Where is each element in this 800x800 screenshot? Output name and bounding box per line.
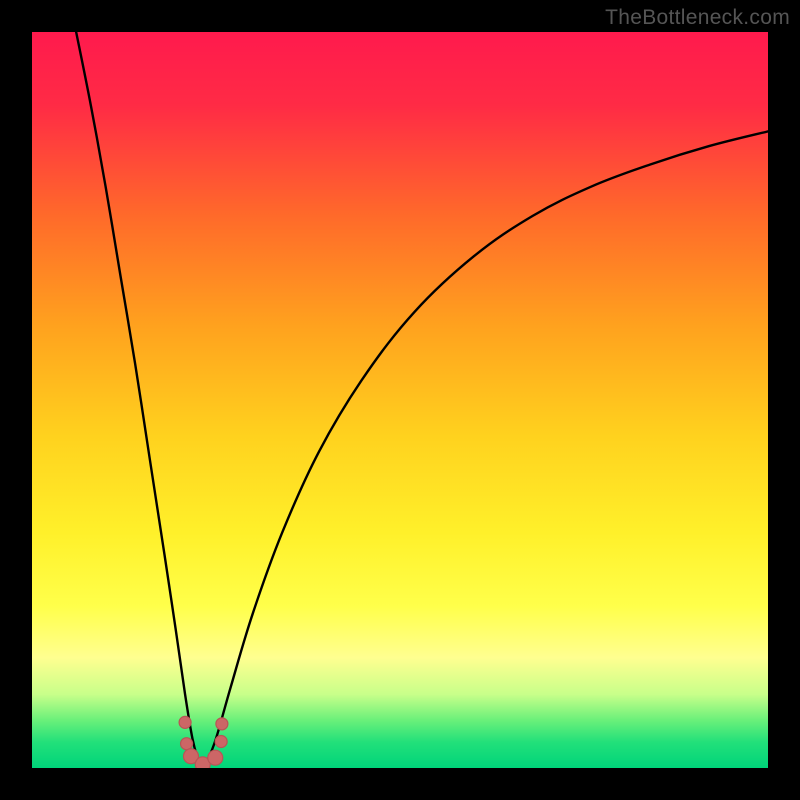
bottom-marker [181, 738, 193, 750]
left-curve [76, 32, 201, 768]
bottom-marker [215, 736, 227, 748]
watermark-text: TheBottleneck.com [605, 6, 790, 30]
chart-container: TheBottleneck.com [0, 0, 800, 800]
plot-frame [32, 32, 768, 768]
bottom-marker [208, 750, 223, 765]
bottom-marker [179, 716, 191, 728]
right-curve [201, 131, 768, 768]
curve-layer [32, 32, 768, 768]
bottom-marker [216, 718, 228, 730]
